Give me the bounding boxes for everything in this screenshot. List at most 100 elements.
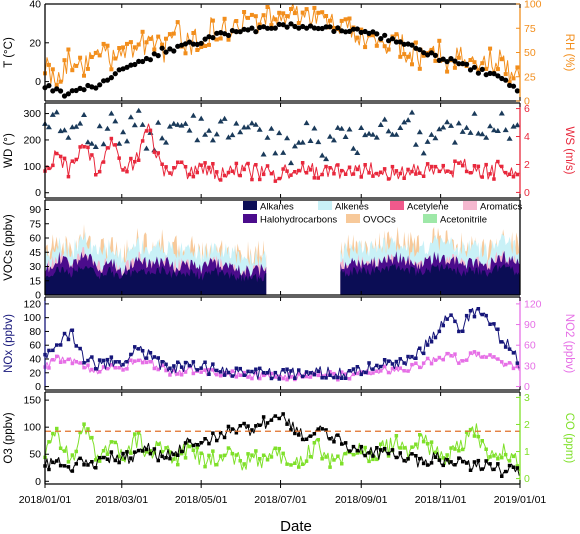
no2-point: [289, 375, 293, 379]
rh-point: [82, 73, 86, 78]
o3-point: [176, 453, 180, 457]
no2-point: [453, 352, 457, 356]
no2-point: [347, 377, 352, 381]
wind-speed-point: [312, 176, 317, 180]
co-point: [74, 449, 78, 454]
wind-speed-point: [437, 169, 442, 174]
no2-point: [258, 376, 262, 381]
o3-point: [351, 444, 356, 449]
rh-point: [499, 57, 504, 62]
no2-point: [281, 376, 285, 381]
temperature-point: [354, 26, 360, 32]
y-tick-label: 80: [29, 326, 41, 338]
nox-point: [218, 370, 223, 374]
co-point: [101, 449, 106, 453]
o3-point: [187, 439, 192, 443]
nox-point: [164, 362, 168, 367]
temperature-point: [101, 78, 107, 84]
temperature-point: [194, 41, 200, 48]
rh-line: [44, 3, 520, 86]
no2-point: [164, 368, 168, 373]
no2-point: [355, 371, 360, 376]
rh-point: [277, 10, 282, 15]
nox-point: [308, 371, 313, 375]
rh-point: [429, 47, 434, 52]
nox-point: [351, 367, 356, 371]
rh-point: [70, 68, 75, 73]
wind-direction-point: [420, 150, 427, 156]
wind-direction-point: [182, 120, 189, 126]
wind-speed-point: [254, 163, 258, 167]
co-point: [496, 457, 500, 461]
o3-point: [215, 438, 219, 443]
nox-point: [289, 369, 293, 373]
rh-point: [386, 47, 391, 52]
data-layer: [42, 3, 521, 478]
no2-point: [433, 358, 438, 362]
wind-speed-point: [511, 175, 516, 179]
co-point: [429, 440, 434, 444]
rh-point: [97, 53, 102, 58]
wind-direction-point: [362, 132, 369, 138]
rh-point: [468, 58, 473, 62]
temperature-point: [409, 42, 415, 48]
no2-point: [97, 370, 102, 374]
temperature-point: [432, 52, 438, 59]
x-tick-label: 2019/01/01: [494, 494, 547, 506]
o3-point: [238, 424, 242, 428]
co-point: [379, 442, 383, 446]
rh-point: [269, 23, 274, 28]
y-tick-label: 20: [29, 367, 41, 379]
o3-point: [207, 441, 211, 446]
co-point: [144, 450, 149, 454]
wind-speed-point: [215, 170, 219, 174]
co-point: [414, 442, 418, 446]
no2-point: [105, 366, 110, 371]
co-point: [86, 427, 90, 431]
wind-speed-point: [125, 169, 129, 174]
co-point: [168, 450, 172, 454]
rh-point: [402, 52, 407, 57]
y-right-tick-label: 90: [524, 319, 536, 331]
wind-speed-point: [179, 160, 184, 164]
temperature-point: [276, 21, 282, 27]
o3-point: [140, 449, 145, 453]
y-tick-label: 200: [23, 134, 41, 146]
rh-point: [413, 40, 418, 45]
no2-point: [332, 371, 336, 376]
wind-direction-point: [471, 110, 478, 116]
wind-speed-point: [347, 165, 352, 169]
y-right-tick-label: 0: [524, 187, 530, 199]
nox-point: [320, 376, 324, 380]
temperature-point: [475, 70, 481, 76]
co-point: [258, 457, 262, 461]
nox-point: [215, 368, 219, 373]
rh-point: [175, 20, 180, 25]
o3-point: [246, 424, 250, 428]
o3-point: [94, 466, 98, 470]
temperature-point: [132, 61, 138, 68]
nox-point: [297, 368, 301, 372]
nox-point: [371, 367, 375, 371]
wind-direction-point: [233, 120, 240, 126]
temperature-point: [397, 39, 403, 45]
wind-direction-point: [61, 127, 68, 133]
o3-point: [382, 447, 387, 451]
wind-direction-point: [178, 122, 185, 128]
nox-point: [347, 369, 352, 373]
nox-point: [168, 366, 172, 370]
no2-point: [74, 360, 78, 364]
temperature-point: [425, 52, 431, 58]
no2-point: [328, 370, 332, 374]
wind-speed-point: [258, 177, 262, 182]
wind-speed-point: [394, 169, 399, 173]
o3-point: [179, 449, 184, 454]
wind-direction-point: [448, 122, 454, 128]
y-tick-label: 20: [29, 37, 41, 49]
temperature-point: [280, 22, 286, 28]
nox-point: [242, 373, 246, 377]
co-point: [316, 438, 320, 442]
wind-direction-point: [428, 131, 435, 137]
nox-point: [285, 367, 289, 371]
wind-direction-point: [124, 138, 130, 144]
